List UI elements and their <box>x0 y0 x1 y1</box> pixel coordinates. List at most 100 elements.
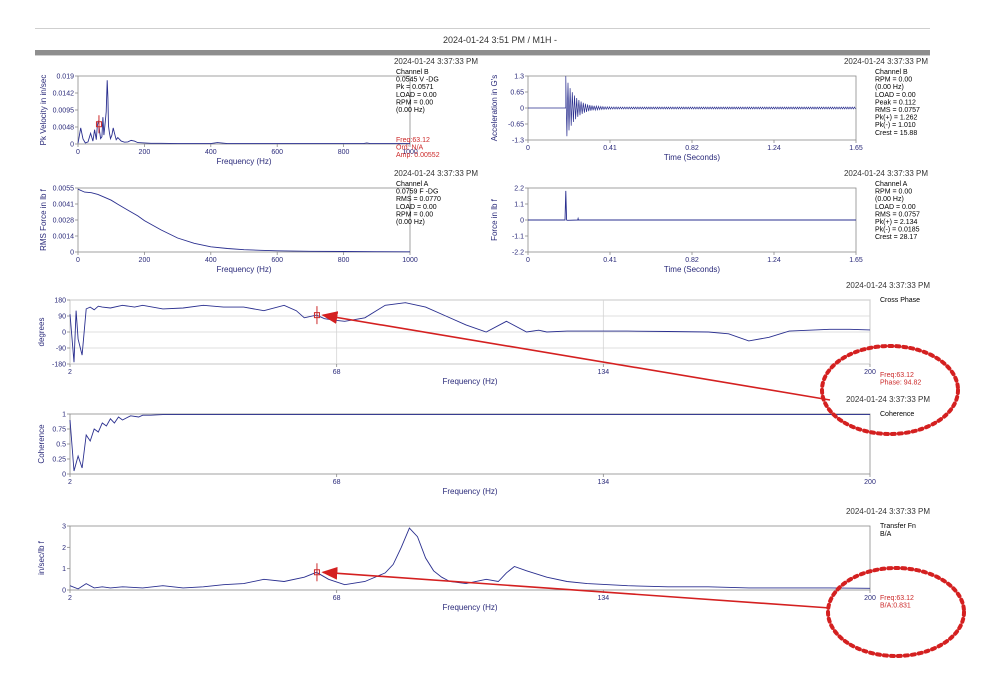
force-y-axis-label: Force in lb f <box>490 198 499 241</box>
force-info-line: LOAD = 0.00 <box>875 204 916 211</box>
coherence-x-tick-label: 134 <box>597 479 609 486</box>
transfer_fn-subtitle: B/A <box>880 531 892 538</box>
acceleration-info-line: Pk(-) = 1.010 <box>875 122 916 129</box>
rms_force-info-line: (0.00 Hz) <box>396 219 425 226</box>
acceleration-x-tick-label: 1.24 <box>767 145 781 152</box>
cross_phase-y-tick-label: -180 <box>52 362 66 369</box>
force-x-axis-label: Time (Seconds) <box>664 265 721 274</box>
velocity-x-axis-label: Frequency (Hz) <box>216 157 271 166</box>
force-y-tick-label: 0 <box>520 218 524 225</box>
rms_force-info-line: LOAD = 0.00 <box>396 204 437 211</box>
coherence-y-tick-label: 0.75 <box>52 427 66 434</box>
rms_force-x-tick-label: 1000 <box>402 257 418 264</box>
force-info-line: (0.00 Hz) <box>875 196 904 203</box>
annotation-layer <box>321 311 966 658</box>
coherence-x-tick-label: 200 <box>864 479 876 486</box>
velocity-x-tick-label: 800 <box>338 149 350 156</box>
acceleration-x-tick-label: 0.82 <box>685 145 699 152</box>
cross_phase-x-tick-label: 134 <box>597 369 609 376</box>
transfer_fn-title: Transfer Fn <box>880 523 916 530</box>
acceleration-y-tick-label: -0.65 <box>508 122 524 129</box>
acceleration-info-line: RPM = 0.00 <box>875 77 912 84</box>
rms_force-info-line: Channel A <box>396 181 429 188</box>
top-divider <box>35 28 930 29</box>
transfer_fn-x-tick-label: 200 <box>864 595 876 602</box>
rms_force-x-tick-label: 200 <box>139 257 151 264</box>
cross_phase-cursor-readout: Freq:63.12 <box>880 372 914 379</box>
transfer_fn-cursor-readout: Freq:63.12 <box>880 595 914 602</box>
force-chart: 0 0.41 0.82 1.24 1.65 -2.2 -1.1 0 1.1 2.2 Time (Se… <box>490 169 928 274</box>
coherence-chart: 2 68 134 200 0 0.25 0.5 0.75 1 Frequency (Hz) Cohe… <box>37 395 930 496</box>
velocity-series-line <box>77 80 410 145</box>
velocity-chart: 0 200 400 600 800 1000 0 0.0048 0.0095 0.0142 0.01… <box>39 57 478 166</box>
force-info-line: RPM = 0.00 <box>875 189 912 196</box>
acceleration-y-tick-label: -1.3 <box>512 138 524 145</box>
force-info-line: Pk(+) = 2.134 <box>875 219 918 226</box>
force-x-tick-label: 0 <box>526 257 530 264</box>
force-x-tick-label: 0.41 <box>603 257 617 264</box>
velocity-x-tick-label: 0 <box>76 149 80 156</box>
force-y-tick-label: -1.1 <box>512 234 524 241</box>
velocity-info-line: LOAD = 0.00 <box>396 92 437 99</box>
velocity-x-tick-label: 600 <box>271 149 283 156</box>
acceleration-info-line: Pk(+) = 1.262 <box>875 115 918 122</box>
transfer_fn-y-tick-label: 2 <box>62 545 66 552</box>
transfer_fn-cursor-marker <box>313 569 320 576</box>
velocity-y-axis-label: Pk Velocity in in/sec <box>39 75 48 146</box>
force-y-tick-label: -2.2 <box>512 250 524 257</box>
velocity-y-tick-label: 0 <box>70 142 74 149</box>
force-info-line: Channel A <box>875 181 908 188</box>
coherence-x-axis-label: Frequency (Hz) <box>442 487 497 496</box>
cross_phase-cursor-readout: Phase: 94.82 <box>880 380 921 387</box>
report-header: 2024-01-24 3:51 PM / M1H - <box>442 35 558 45</box>
force-x-tick-label: 1.24 <box>767 257 781 264</box>
coherence-y-tick-label: 0.5 <box>56 442 66 449</box>
transfer_fn-series-line <box>69 527 871 590</box>
coherence-x-tick-label: 2 <box>68 479 72 486</box>
acceleration-info-line: Crest = 15.88 <box>875 130 917 137</box>
transfer_fn-y-axis-label: in/sec/lb f <box>37 540 46 575</box>
velocity-y-tick-label: 0.019 <box>56 74 74 81</box>
transfer_fn-chart: 2 68 134 200 0 1 2 3 Frequency (Hz) in/sec/lb f 20… <box>37 507 930 612</box>
acceleration-x-tick-label: 0 <box>526 145 530 152</box>
coherence-plot-frame <box>69 413 871 475</box>
cross_phase-chart: 2 68 134 200 -180 -90 0 90 180 Frequency (Hz) degr… <box>37 281 930 387</box>
coherence-series-line <box>69 414 870 472</box>
velocity-cursor-marker <box>95 121 102 128</box>
cross_phase-x-tick-label: 2 <box>68 369 72 376</box>
rms_force-y-tick-label: 0 <box>70 250 74 257</box>
acceleration-y-tick-label: 0.65 <box>510 90 524 97</box>
cross_phase-x-axis-label: Frequency (Hz) <box>442 377 497 386</box>
force-x-tick-label: 1.65 <box>849 257 863 264</box>
transfer_fn-y-tick-label: 3 <box>62 524 66 531</box>
acceleration-chart: 0 0.41 0.82 1.24 1.65 -1.3 -0.65 0 0.65 1.3 Time (… <box>490 57 928 162</box>
cross_phase-series-line <box>69 302 871 363</box>
rms_force-info-line: RPM = 0.00 <box>396 211 433 218</box>
acceleration-y-tick-label: 0 <box>520 106 524 113</box>
rms_force-x-axis-label: Frequency (Hz) <box>216 265 271 274</box>
acceleration-info-line: Channel B <box>875 69 908 76</box>
acceleration-series-line <box>528 76 856 137</box>
acceleration-y-axis-label: Acceleration in G's <box>490 75 499 141</box>
transfer-annotation-arrow <box>321 566 831 609</box>
velocity-cursor-readout: Freq:63.12 <box>396 137 430 144</box>
acceleration-info-line: Peak = 0.112 <box>875 99 916 106</box>
velocity-info-line: (0.00 Hz) <box>396 107 425 114</box>
acceleration-y-tick-label: 1.3 <box>514 74 524 81</box>
velocity-info-line: Channel B <box>396 69 429 76</box>
velocity-x-tick-label: 400 <box>205 149 217 156</box>
velocity-y-tick-label: 0.0142 <box>53 91 75 98</box>
rms_force-timestamp: 2024-01-24 3:37:33 PM <box>394 169 478 178</box>
force-info-line: Pk(-) = 0.0185 <box>875 227 920 234</box>
cross_phase-y-tick-label: 180 <box>54 298 66 305</box>
cross_phase-y-tick-label: -90 <box>56 346 66 353</box>
rms_force-x-tick-label: 400 <box>205 257 217 264</box>
rms_force-info-line: 0.0759 F -DG <box>396 189 438 196</box>
coherence-timestamp: 2024-01-24 3:37:33 PM <box>846 395 930 404</box>
velocity-y-tick-label: 0.0095 <box>53 108 75 115</box>
rms_force-x-tick-label: 0 <box>76 257 80 264</box>
coherence-y-tick-label: 0.25 <box>52 457 66 464</box>
rms_force-y-tick-label: 0.0041 <box>53 202 75 209</box>
acceleration-x-tick-label: 1.65 <box>849 145 863 152</box>
